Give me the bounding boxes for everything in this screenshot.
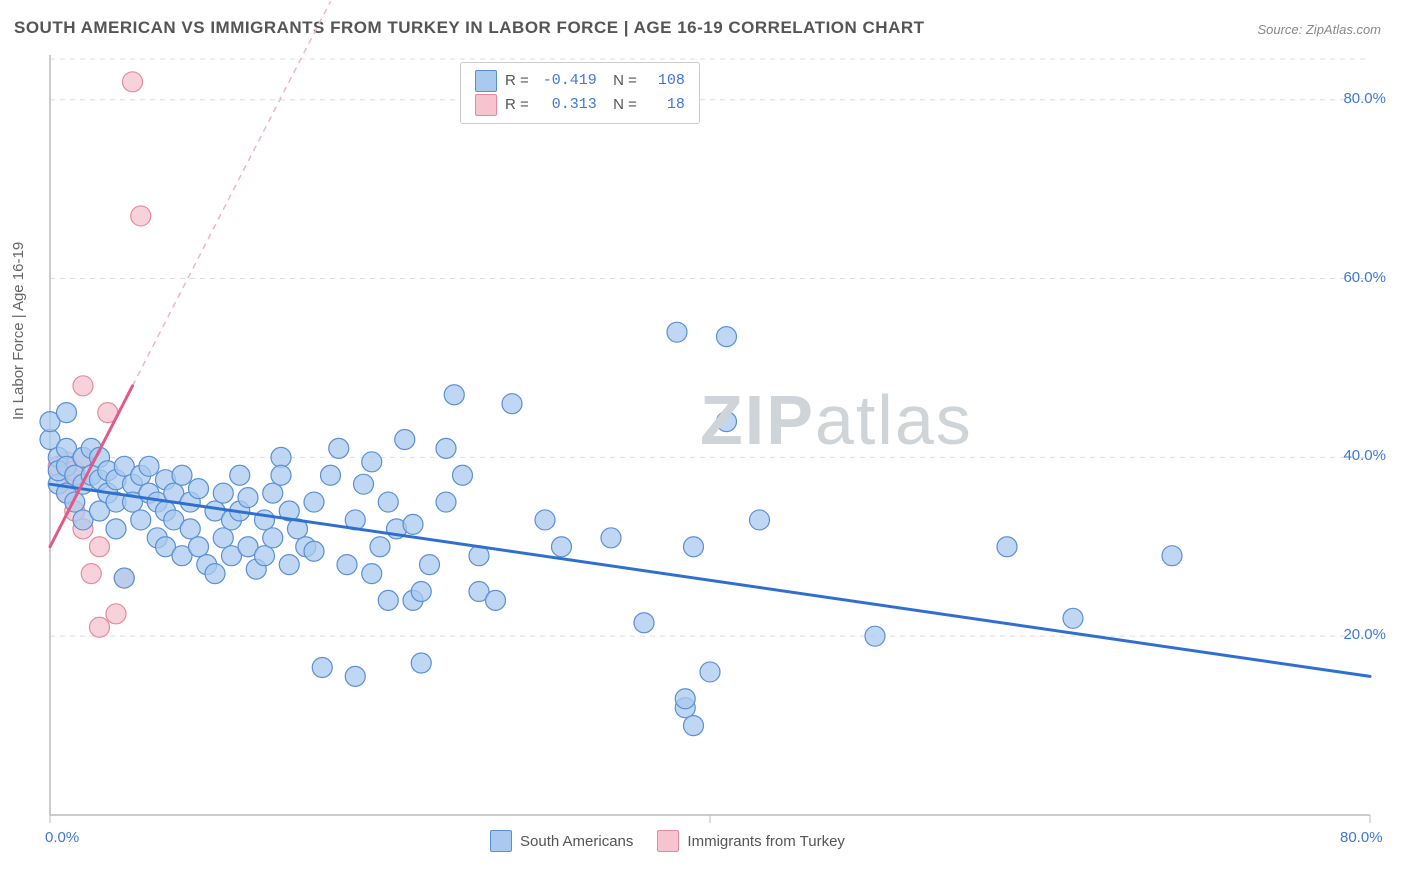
- y-tick-label: 40.0%: [1343, 447, 1386, 464]
- legend-row: R = 0.313 N = 18: [475, 93, 685, 117]
- y-tick-label: 60.0%: [1343, 269, 1386, 286]
- x-tick-label: 80.0%: [1340, 829, 1383, 846]
- legend-item: Immigrants from Turkey: [657, 830, 845, 852]
- y-tick-label: 80.0%: [1343, 90, 1386, 107]
- legend-item: South Americans: [490, 830, 633, 852]
- y-tick-label: 20.0%: [1343, 626, 1386, 643]
- x-tick-label: 0.0%: [45, 829, 79, 846]
- correlation-legend: R = -0.419 N = 108R = 0.313 N = 18: [460, 62, 700, 124]
- correlation-chart: [0, 0, 1406, 892]
- series-legend: South Americans Immigrants from Turkey: [490, 830, 845, 852]
- legend-row: R = -0.419 N = 108: [475, 69, 685, 93]
